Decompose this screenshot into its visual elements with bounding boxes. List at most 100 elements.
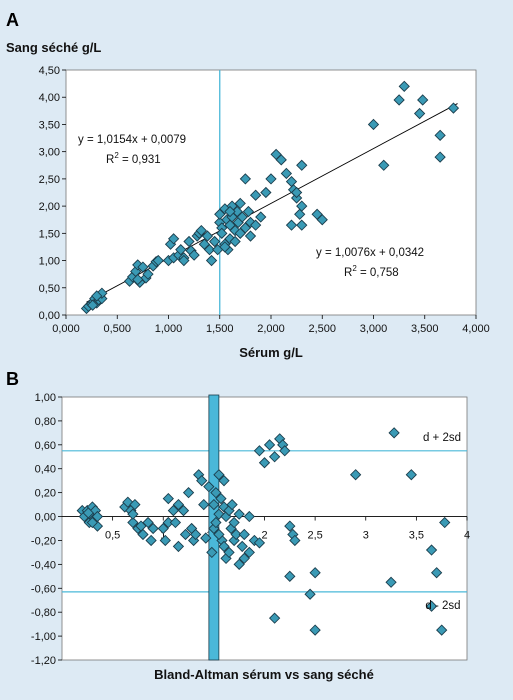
chart-b-point <box>425 600 438 612</box>
chart-b-point <box>208 498 220 511</box>
chart-b-point <box>289 534 301 547</box>
chart-b-point <box>253 537 266 549</box>
chart-b-point <box>436 624 448 636</box>
chart-a-x-tick-label: 2,000 <box>257 323 285 335</box>
chart-b-point <box>233 558 245 571</box>
chart-b-point <box>210 486 222 499</box>
chart-b-point <box>349 469 362 481</box>
chart-b-y-tick-label: -0,40 <box>31 559 56 571</box>
chart-a-x-axis-label: Sérum g/L <box>239 345 303 360</box>
chart-a-point <box>234 197 246 210</box>
chart-a-point <box>229 235 241 248</box>
chart-b-point <box>172 498 185 511</box>
chart-a-point <box>195 224 207 237</box>
chart-a-point <box>255 211 267 223</box>
chart-a-point <box>417 94 429 106</box>
chart-a-point <box>224 205 236 218</box>
chart-a-y-tick-label: 2,50 <box>39 174 60 186</box>
chart-b-point <box>162 492 174 505</box>
chart-a-point <box>249 219 262 231</box>
chart-a-x-tick-label: 0,000 <box>52 323 80 335</box>
chart-b-x-tick-label: 3 <box>363 530 369 542</box>
chart-a-point <box>244 230 257 242</box>
chart-a-point <box>216 227 228 239</box>
chart-a-point <box>260 186 272 199</box>
chart-a-point <box>87 299 99 311</box>
chart-a-point <box>413 107 426 120</box>
chart-a-point <box>183 235 195 248</box>
panel-b-letter: B <box>6 369 19 389</box>
chart-b-point <box>253 445 266 457</box>
chart-b-y-tick-label: -1,00 <box>31 631 56 643</box>
chart-b-point <box>405 469 417 481</box>
chart-b-point <box>439 516 451 529</box>
chart-a-point <box>296 200 308 212</box>
chart-a-point <box>296 219 308 231</box>
chart-a-point <box>242 205 255 218</box>
chart-b-point <box>213 528 225 541</box>
chart-b-point <box>142 516 154 529</box>
chart-a-point <box>285 219 298 231</box>
chart-a-point <box>132 273 144 286</box>
chart-b-plot-area <box>61 396 468 661</box>
chart-a-point <box>208 235 221 248</box>
chart-b-x-tick-label: 3,5 <box>409 530 424 542</box>
chart-b-point <box>182 486 195 499</box>
chart-a-point <box>294 208 306 220</box>
chart-b-point <box>159 534 171 547</box>
chart-a-point <box>296 159 308 171</box>
chart-b-y-tick-label: -0,60 <box>31 583 56 595</box>
chart-b-x-tick-label: 0,5 <box>105 530 120 542</box>
chart-a-x-tick-label: 2,500 <box>308 323 336 335</box>
chart-a-points <box>80 80 460 315</box>
chart-b-point <box>268 612 281 624</box>
chart-b-point <box>430 567 443 579</box>
chart-a-point <box>91 290 103 302</box>
chart-b-point <box>385 576 397 588</box>
chart-b-point <box>268 451 281 463</box>
chart-a-y-tick-label: 3,50 <box>39 119 60 131</box>
chart-b-point <box>177 504 190 517</box>
chart-b-title: Bland-Altman sérum vs sang séché <box>154 667 374 682</box>
chart-a-point <box>280 167 293 180</box>
chart-b-point <box>238 528 250 541</box>
chart-a-point <box>378 159 390 171</box>
chart-b-point <box>157 522 169 535</box>
chart-b-point <box>206 546 218 559</box>
chart-a-y-axis-label: Sang séché g/L <box>6 40 101 55</box>
chart-b-x-tick-label: 4 <box>464 530 470 542</box>
chart-b-point <box>179 528 192 541</box>
chart-b-point <box>284 570 296 582</box>
chart-b-point <box>388 427 400 439</box>
chart-b-point <box>218 475 230 487</box>
chart-b-point <box>129 498 141 511</box>
chart-a-point <box>137 261 149 273</box>
chart-b-point <box>167 504 180 517</box>
chart-a-y-ticks: 0,00 0,50 1,00 1,50 2,00 2,50 3,00 3,50 4,00 4,50 <box>39 65 66 322</box>
chart-b-point <box>309 624 321 636</box>
chart-a-point <box>265 173 277 185</box>
chart-b-point <box>425 544 438 556</box>
chart-a-point <box>249 189 262 201</box>
chart-b-y-tick-label: 1,00 <box>35 392 56 404</box>
chart-a-point <box>434 129 446 141</box>
chart-a-point <box>393 94 405 106</box>
chart-b-y-tick-label: 0,40 <box>35 464 56 476</box>
chart-b-point <box>226 498 238 511</box>
chart-b-x-tick-label: 2,5 <box>307 530 322 542</box>
chart-a-annotation-1-r2: R2 = 0,931 <box>106 151 161 166</box>
chart-b-point <box>210 516 222 529</box>
chart-a-y-tick-label: 1,00 <box>39 256 60 268</box>
chart-a-point <box>236 211 248 223</box>
chart-a-point <box>203 244 216 256</box>
chart-b-lower-limit-label: d - 2sd <box>425 600 460 612</box>
chart-b-point <box>218 540 230 553</box>
chart-a-y-tick-label: 3,00 <box>39 147 60 159</box>
chart-b-y-tick-label: -0,80 <box>31 607 56 619</box>
chart-a-point <box>201 230 214 242</box>
chart-a-point <box>152 254 164 267</box>
chart-a-y-tick-label: 0,00 <box>39 310 60 322</box>
chart-a-point <box>316 214 328 226</box>
chart-a-point <box>142 268 154 280</box>
